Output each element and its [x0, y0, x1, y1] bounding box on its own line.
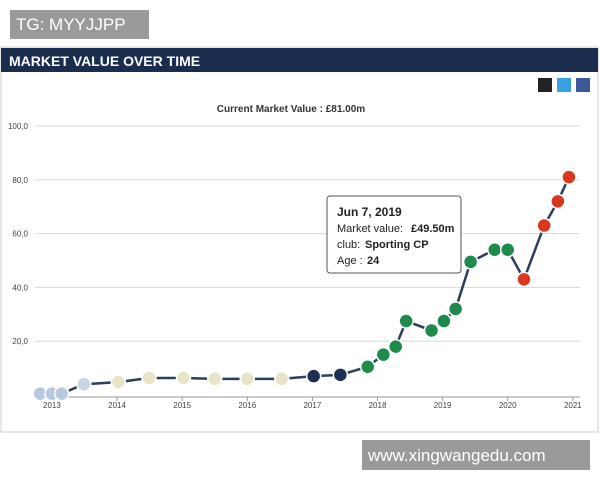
y-tick-label: 60,0 [12, 230, 28, 239]
y-tick-label: 20,0 [12, 337, 28, 346]
watermark-box [10, 10, 149, 39]
twitter-icon[interactable] [557, 78, 571, 92]
email-icon[interactable] [538, 78, 552, 92]
x-tick-label: 2016 [238, 401, 256, 410]
club-marker [274, 371, 290, 387]
club-marker [561, 169, 577, 185]
club-marker [110, 374, 127, 390]
x-tick-label: 2018 [369, 401, 387, 410]
x-tick-label: 2017 [303, 401, 321, 410]
club-marker [305, 368, 322, 384]
tooltip-label: club: [337, 239, 360, 251]
club-marker [239, 371, 256, 387]
club-marker [332, 367, 349, 383]
chart-title: Current Market Value : £81.00m [217, 104, 366, 115]
x-tick-label: 2019 [434, 401, 452, 410]
club-marker [499, 241, 516, 258]
club-marker [206, 371, 223, 387]
watermark-box [362, 440, 590, 470]
header-bar [1, 48, 598, 72]
club-marker [359, 359, 376, 375]
club-marker [175, 370, 192, 386]
tooltip-label: Age : [337, 255, 363, 267]
club-marker [141, 370, 157, 386]
club-marker [516, 271, 532, 288]
x-tick-label: 2015 [173, 401, 191, 410]
tooltip-value: Sporting CP [365, 239, 429, 251]
tooltip-value: £49.50m [411, 223, 455, 235]
y-tick-label: 100,0 [8, 122, 29, 131]
club-marker [447, 301, 464, 317]
x-tick-label: 2014 [108, 401, 126, 410]
club-marker [436, 313, 452, 329]
y-tick-label: 80,0 [12, 176, 28, 185]
header-title: MARKET VALUE OVER TIME [9, 53, 200, 69]
x-tick-label: 2020 [499, 401, 517, 410]
club-marker [387, 338, 404, 355]
watermark: www.xingwangedu.com [367, 446, 546, 465]
plot: 20,0 40,0 60,0 80,0 100,0 2013 2014 2015 2016 201… [8, 122, 582, 410]
club-marker [462, 254, 479, 270]
tooltip-value: 24 [367, 255, 380, 267]
club-marker [375, 346, 392, 363]
facebook-icon[interactable] [576, 78, 590, 92]
tooltip-box [326, 195, 462, 274]
club-marker [423, 322, 440, 339]
tooltip-date: Jun 7, 2019 [337, 205, 402, 219]
club-marker [550, 193, 566, 210]
x-tick-label: 2013 [43, 401, 61, 410]
tooltip-label: Market value: [337, 223, 403, 235]
club-marker [536, 217, 552, 234]
club-marker [486, 241, 503, 258]
panel [0, 46, 599, 433]
y-tick-label: 40,0 [12, 283, 28, 292]
tooltip: Jun 7, 2019 Market value: £49.50m club: … [326, 195, 462, 274]
club-marker [398, 313, 414, 329]
club-marker [53, 385, 70, 402]
club-marker [76, 376, 92, 392]
x-tick-label: 2021 [564, 401, 582, 410]
watermark: TG: MYYJJPP [16, 15, 126, 34]
